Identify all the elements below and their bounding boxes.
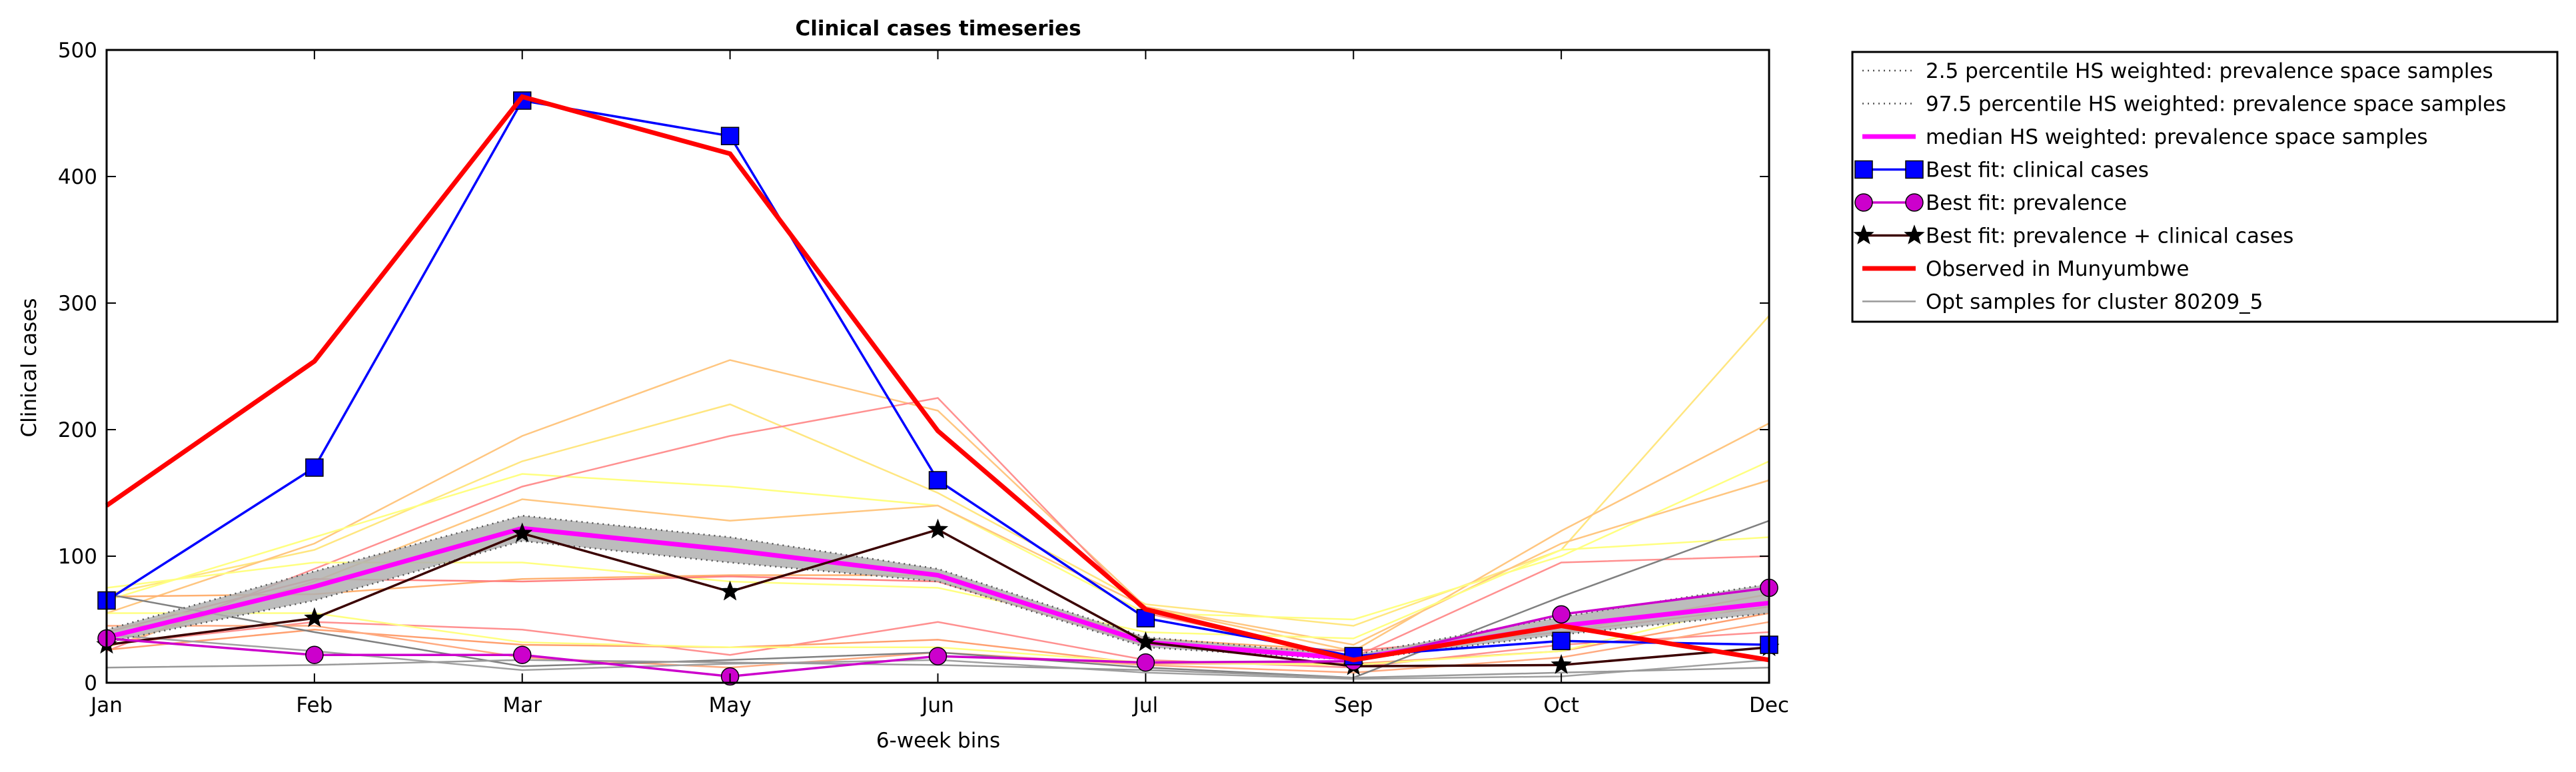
legend-box [1851, 51, 2559, 323]
legend-label-4: Best fit: prevalence [1926, 191, 2127, 215]
x-tick-label-1: Feb [296, 693, 332, 717]
series-3-point-4 [928, 471, 948, 490]
series-4-point-2 [513, 645, 532, 664]
legend-label-7: Opt samples for cluster 80209_5 [1926, 290, 2263, 314]
y-tick-label-3: 300 [58, 292, 97, 316]
sample-line-3 [106, 397, 1770, 659]
series-3-point-3 [720, 127, 740, 145]
y-tick-label-5: 500 [58, 39, 97, 63]
x-tick-label-4: Jun [920, 693, 954, 717]
chart-title: Clinical cases timeseries [795, 17, 1081, 41]
series-4-point-7 [1552, 605, 1571, 624]
legend-label-0: 2.5 percentile HS weighted: prevalence s… [1926, 59, 2493, 83]
series-5-point-5 [1135, 631, 1156, 651]
legend-marker-end-4 [1905, 193, 1924, 212]
x-axis-label: 6-week bins [876, 729, 1000, 753]
x-tick-label-6: Sep [1334, 693, 1373, 717]
sample-line-0 [106, 315, 1770, 627]
legend-marker-start-5 [1853, 224, 1874, 244]
legend-marker-end-5 [1904, 224, 1925, 244]
legend-marker-end-3 [1905, 160, 1924, 179]
plot-area: 0 100 200 300 400 500 Jan Feb Mar May Jun Jul Sep Oct… [58, 39, 1789, 717]
series-5-point-1 [304, 607, 325, 627]
x-tick-label-7: Oct [1543, 693, 1579, 717]
legend-marker-start-3 [1854, 160, 1873, 179]
legend-label-3: Best fit: clinical cases [1926, 159, 2149, 183]
y-tick-label-1: 100 [58, 545, 97, 569]
x-tick-label-5: Jul [1132, 693, 1158, 717]
y-tick-label-2: 200 [58, 418, 97, 442]
series-4-point-4 [928, 647, 948, 665]
y-axis-label: Clinical cases [17, 298, 41, 437]
series-5-point-7 [1551, 653, 1572, 674]
y-tick-label-4: 400 [58, 165, 97, 189]
series-3-point-7 [1552, 631, 1571, 651]
legend-marker-start-4 [1854, 193, 1873, 212]
legend-label-6: Observed in Munyumbwe [1926, 257, 2189, 281]
series-3-point-1 [305, 458, 324, 477]
y-tick-label-0: 0 [84, 671, 97, 695]
series-5-point-3 [720, 580, 741, 601]
x-tick-label-0: Jan [89, 693, 123, 717]
legend-label-5: Best fit: prevalence + clinical cases [1926, 224, 2293, 248]
legend-label-1: 97.5 percentile HS weighted: prevalence … [1926, 93, 2506, 117]
legend: 2.5 percentile HS weighted: prevalence s… [1851, 51, 2559, 323]
x-tick-label-2: Mar [503, 693, 542, 717]
series-4-point-5 [1136, 653, 1155, 672]
legend-label-2: median HS weighted: prevalence space sam… [1926, 125, 2428, 149]
x-tick-label-8: Dec [1749, 693, 1789, 717]
series-5-point-4 [927, 518, 949, 539]
x-tick-label-3: May [709, 693, 752, 717]
sample-line-1 [106, 359, 1770, 652]
series-5-point-2 [512, 522, 533, 543]
series-4-point-1 [305, 645, 324, 664]
series-6-line [105, 94, 1770, 663]
sample-line-8 [106, 621, 1770, 669]
